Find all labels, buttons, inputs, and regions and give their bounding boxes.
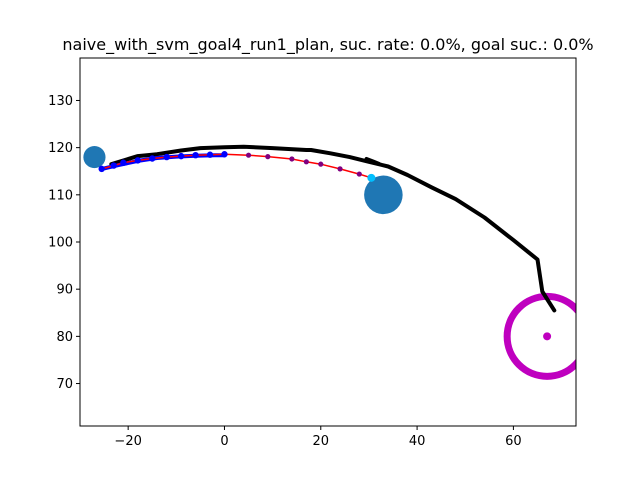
x-tick-label: 20 <box>313 434 330 449</box>
plan-line <box>101 153 372 179</box>
x-tick-label: −20 <box>114 434 141 449</box>
plan-point <box>265 154 271 160</box>
x-axis: −20 0 20 40 60 <box>114 426 522 449</box>
actual-path-segment <box>364 157 381 166</box>
obstacle-1 <box>83 146 106 169</box>
axes-frame <box>79 57 577 427</box>
plan-point <box>206 151 214 158</box>
plan-point <box>120 159 127 166</box>
y-tick-label: 80 <box>56 330 73 345</box>
y-tick-label: 100 <box>48 236 73 251</box>
y-tick-label: 130 <box>48 94 73 109</box>
x-tick-label: 60 <box>505 434 522 449</box>
actual-path-line <box>109 144 557 313</box>
y-tick-label: 70 <box>56 377 73 392</box>
y-tick-label: 120 <box>48 141 73 156</box>
goal-center <box>543 332 552 341</box>
plot-area <box>83 144 576 380</box>
plan-point <box>110 162 117 169</box>
plan-end-marker <box>367 173 376 182</box>
plan-point <box>134 157 141 164</box>
x-tick-label: 40 <box>409 434 426 449</box>
y-tick-label: 90 <box>56 283 73 298</box>
plan-point <box>303 159 309 165</box>
obstacle-2 <box>364 175 403 215</box>
plan-point <box>245 152 252 158</box>
plan-point <box>192 151 199 159</box>
chart-title: naive_with_svm_goal4_run1_plan, suc. rat… <box>62 35 593 55</box>
plan-point <box>163 153 170 161</box>
plan-point <box>337 166 343 172</box>
y-axis: 70 80 90 100 110 120 130 <box>48 94 80 392</box>
x-tick-label: 0 <box>220 434 228 449</box>
plan-point <box>289 156 295 162</box>
y-tick-label: 110 <box>48 188 73 203</box>
plan-point <box>149 155 156 162</box>
plan-point <box>98 165 105 173</box>
plan-point <box>221 151 228 158</box>
plan-point <box>318 161 324 167</box>
plan-point <box>356 171 362 177</box>
plan-point <box>177 152 185 160</box>
